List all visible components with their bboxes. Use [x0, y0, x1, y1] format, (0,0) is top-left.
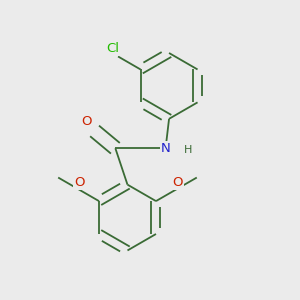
Text: Cl: Cl — [106, 42, 119, 55]
Text: N: N — [161, 142, 170, 155]
Text: O: O — [74, 176, 85, 189]
Text: H: H — [184, 145, 192, 155]
Text: O: O — [82, 115, 92, 128]
Text: O: O — [172, 176, 183, 189]
